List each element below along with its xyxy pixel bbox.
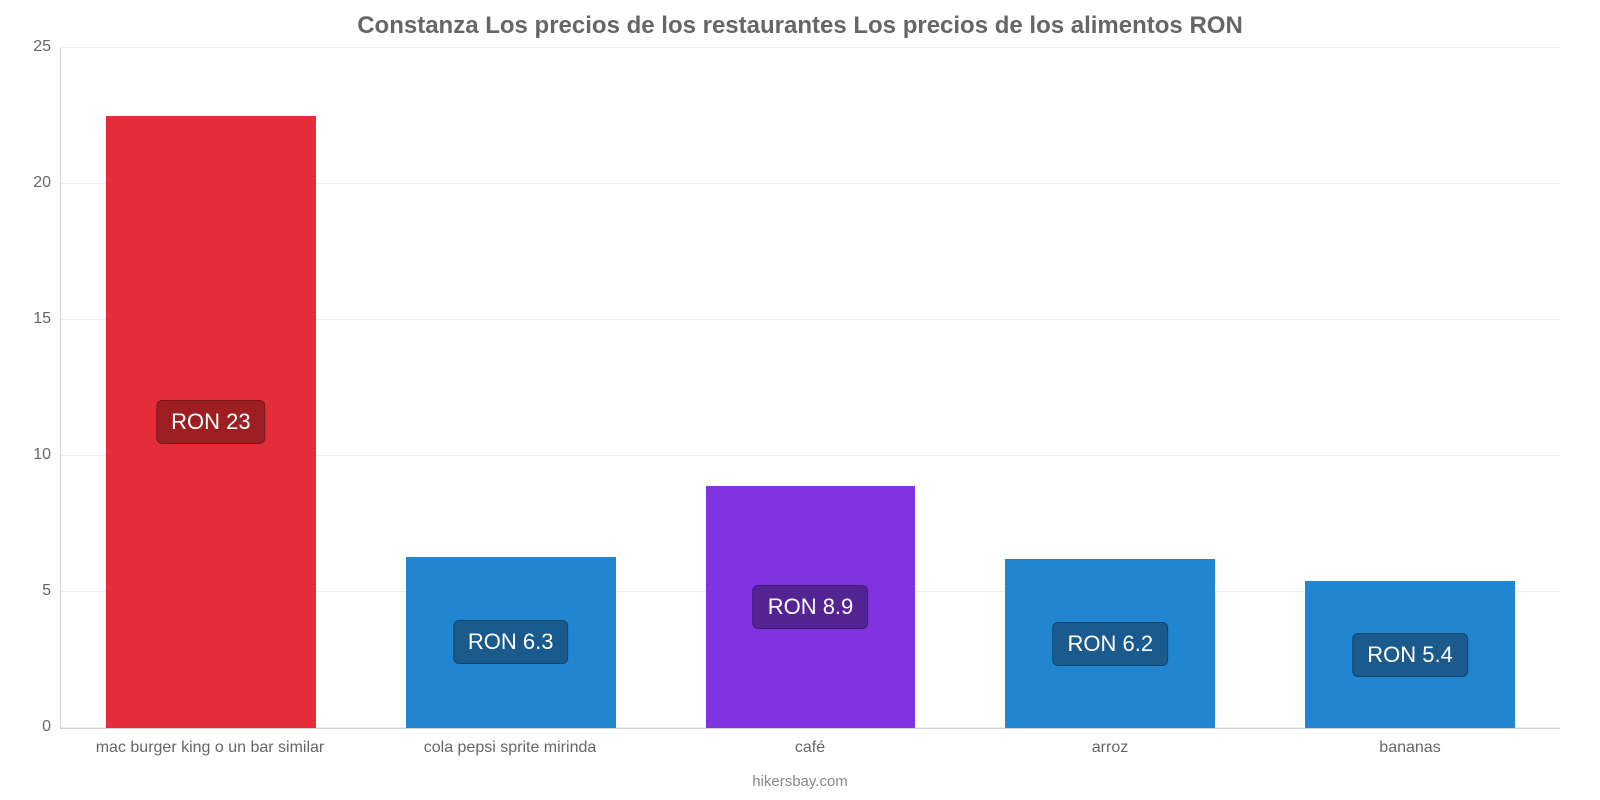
y-tick-label: 20: [33, 174, 61, 192]
chart-title: Constanza Los precios de los restaurante…: [0, 0, 1600, 48]
bars-container: RON 23 RON 6.3 RON 8.9 RON 6.2 R: [61, 48, 1560, 728]
footer-credit: hikersbay.com: [0, 767, 1600, 800]
bar: RON 5.4: [1305, 581, 1515, 728]
bar-slot: RON 5.4: [1260, 48, 1560, 728]
value-badge: RON 6.2: [1052, 622, 1168, 666]
plot-area: 0 5 10 15 20 25 RON 23 RON 6.3: [60, 48, 1560, 728]
x-tick-label: arroz: [960, 729, 1260, 757]
y-tick-label: 0: [42, 718, 61, 736]
bar: RON 8.9: [706, 486, 916, 728]
y-tick-label: 15: [33, 310, 61, 328]
bar: RON 6.2: [1005, 559, 1215, 728]
bar-slot: RON 8.9: [661, 48, 961, 728]
x-tick-label: bananas: [1260, 729, 1560, 757]
bar-slot: RON 6.2: [960, 48, 1260, 728]
y-tick-label: 25: [33, 38, 61, 56]
bar: RON 6.3: [406, 557, 616, 728]
x-axis: mac burger king o un bar similar cola pe…: [60, 728, 1560, 757]
value-badge: RON 6.3: [453, 620, 569, 664]
value-badge: RON 23: [156, 400, 265, 444]
value-badge: RON 5.4: [1352, 633, 1468, 677]
bar-slot: RON 6.3: [361, 48, 661, 728]
x-tick-label: café: [660, 729, 960, 757]
value-badge: RON 8.9: [753, 585, 869, 629]
bar-slot: RON 23: [61, 48, 361, 728]
bar: RON 23: [106, 116, 316, 728]
y-tick-label: 5: [42, 582, 61, 600]
chart-area: 0 5 10 15 20 25 RON 23 RON 6.3: [0, 48, 1600, 767]
x-tick-label: mac burger king o un bar similar: [60, 729, 360, 757]
y-tick-label: 10: [33, 446, 61, 464]
x-tick-label: cola pepsi sprite mirinda: [360, 729, 660, 757]
